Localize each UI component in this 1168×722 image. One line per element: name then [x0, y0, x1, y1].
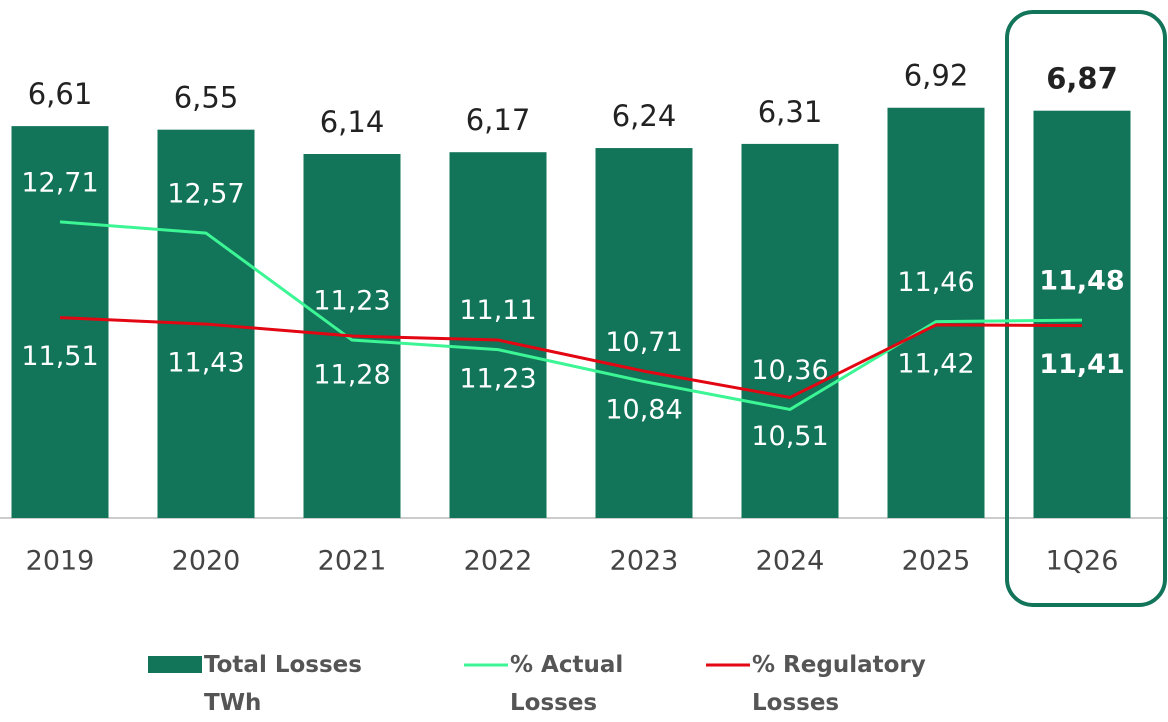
line-value-label: 10,71: [605, 327, 682, 358]
legend-label: % Regulatory Losses: [752, 652, 926, 716]
bar-value-label: 6,31: [758, 95, 823, 129]
line-value-label: 11,51: [21, 341, 98, 372]
bar-value-label: 6,14: [320, 105, 385, 139]
bar-value-label: 6,87: [1046, 62, 1118, 96]
line-value-label: 11,48: [1039, 266, 1124, 297]
legend-label: Total Losses TWh: [204, 652, 362, 716]
line-value-label: 12,57: [167, 179, 244, 210]
bar-value-label: 6,17: [466, 103, 531, 137]
line-value-label: 11,23: [313, 286, 390, 317]
x-tick-label: 2025: [902, 546, 971, 577]
x-tick-label: 2023: [610, 546, 679, 577]
line-value-label: 10,51: [751, 421, 828, 452]
line-value-label: 11,43: [167, 348, 244, 379]
line-value-label: 10,36: [751, 355, 828, 386]
x-tick-label: 2019: [26, 546, 95, 577]
x-tick-label: 1Q26: [1046, 546, 1119, 577]
x-tick-label: 2024: [756, 546, 825, 577]
bar: [11, 126, 109, 518]
bar: [1033, 110, 1131, 518]
bar-value-label: 6,24: [612, 99, 677, 133]
line-value-label: 11,23: [459, 364, 536, 395]
bar: [595, 148, 693, 519]
x-tick-label: 2020: [172, 546, 241, 577]
bar: [741, 143, 839, 518]
highlight-frame: [1005, 10, 1167, 607]
line-value-label: 10,84: [605, 395, 682, 426]
bar-value-label: 6,92: [904, 59, 969, 93]
bar-value-label: 6,61: [28, 77, 93, 111]
x-tick-label: 2021: [318, 546, 387, 577]
line-value-label: 11,42: [897, 348, 974, 379]
bar: [887, 107, 985, 518]
line: [59, 316, 1083, 400]
line-value-label: 12,71: [21, 167, 98, 198]
line-value-label: 11,28: [313, 360, 390, 391]
legend-swatch: [148, 656, 202, 673]
line-value-label: 11,46: [897, 267, 974, 298]
bar: [449, 152, 547, 518]
legend-label: % Actual Losses: [510, 652, 624, 716]
x-tick-label: 2022: [464, 546, 533, 577]
line-value-label: 11,41: [1039, 349, 1124, 380]
bar-value-label: 6,55: [174, 81, 239, 115]
line-value-label: 11,11: [459, 295, 536, 326]
